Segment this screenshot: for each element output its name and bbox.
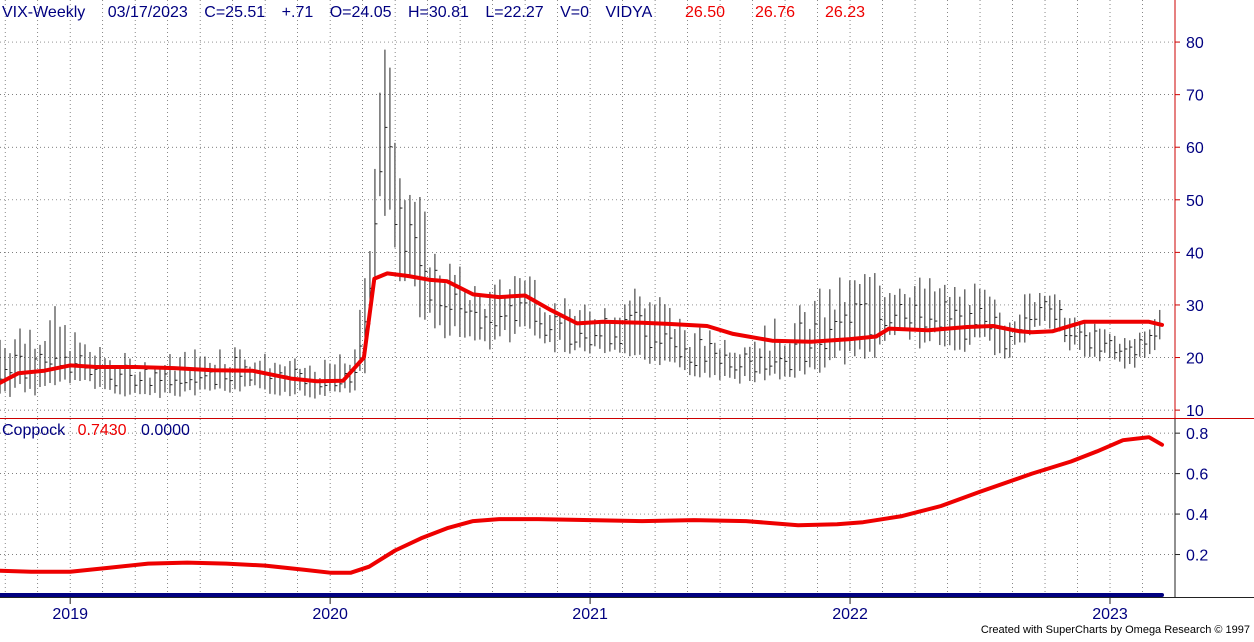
price-plot-area: [0, 0, 1175, 418]
x-tick-label: 2019: [52, 606, 88, 623]
coppock-value: 0.7430: [78, 422, 127, 439]
high-label: H=30.81: [408, 4, 469, 21]
price-y-tick-label: 20: [1186, 351, 1204, 368]
vidya-value-1: 26.50: [685, 4, 725, 21]
x-tick-label: 2021: [572, 606, 608, 623]
vidya-value-2: 26.76: [755, 4, 795, 21]
coppock-y-tick-label: 0.6: [1186, 467, 1208, 484]
low-label: L=22.27: [485, 4, 543, 21]
open-label: O=24.05: [330, 4, 392, 21]
coppock-y-tick-label: 0.8: [1186, 426, 1208, 443]
credit-text: Created with SuperCharts by Omega Resear…: [981, 624, 1250, 636]
coppock-plot-area: [0, 419, 1175, 597]
symbol-label: VIX-Weekly: [2, 4, 85, 21]
coppock-y-tick-label: 0.2: [1186, 548, 1208, 565]
price-y-tick-label: 80: [1186, 35, 1204, 52]
price-y-tick-label: 40: [1186, 245, 1204, 262]
price-y-tick-label: 30: [1186, 298, 1204, 315]
ohlc-bars: [0, 49, 1163, 399]
date-label: 03/17/2023: [108, 4, 188, 21]
price-y-tick-label: 10: [1186, 403, 1204, 420]
coppock-zero: 0.0000: [141, 422, 190, 439]
volume-label: V=0: [560, 4, 589, 21]
x-tick-label: 2023: [1092, 606, 1128, 623]
price-y-tick-label: 50: [1186, 193, 1204, 210]
x-tick-label: 2020: [312, 606, 348, 623]
indicator-label: VIDYA: [605, 4, 652, 21]
price-header: VIX-Weekly 03/17/2023 C=25.51 +.71 O=24.…: [2, 4, 653, 21]
vidya-value-3: 26.23: [825, 4, 865, 21]
change-label: +.71: [282, 4, 314, 21]
coppock-header: Coppock 0.7430 0.0000: [2, 422, 190, 439]
price-y-tick-label: 60: [1186, 140, 1204, 157]
close-label: C=25.51: [204, 4, 265, 21]
coppock-y-tick-label: 0.4: [1186, 507, 1208, 524]
coppock-name: Coppock: [2, 422, 66, 439]
vidya-line: [0, 271, 1164, 385]
x-tick-label: 2022: [832, 606, 868, 623]
price-y-tick-label: 70: [1186, 88, 1204, 105]
indicator-lines: [0, 271, 1164, 597]
coppock-line: [0, 435, 1164, 575]
axes: 10 20 30 40 50 60 70 80 0.2 0.4 0.6 0.8 2019 2020 2021…: [52, 35, 1208, 623]
